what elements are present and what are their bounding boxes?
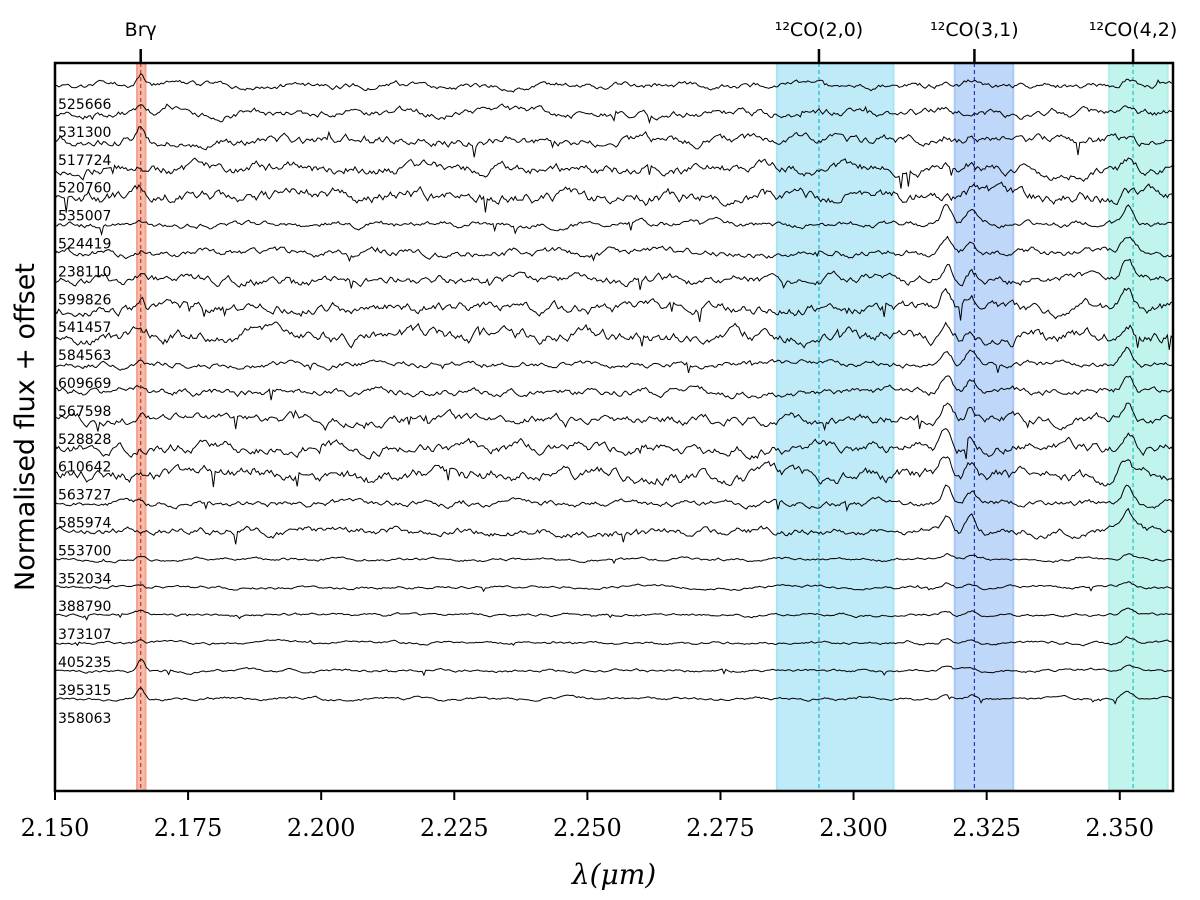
- y-axis-label: Normalised flux + offset: [10, 263, 41, 591]
- spectrum-528828: [54, 402, 1174, 432]
- spectrum-238110: [54, 235, 1174, 263]
- spectrum-358063: [54, 686, 1174, 705]
- x-tick-label-3: 2.225: [420, 814, 489, 842]
- star-label-405235: 405235: [58, 655, 111, 671]
- spectra-series: [54, 72, 1174, 705]
- spectrum-553700: [54, 507, 1174, 545]
- star-label-388790: 388790: [58, 599, 111, 615]
- x-axis-ticks: 2.150 2.175 2.200 2.225 2.250 2.275 2.300 2.325…: [21, 791, 1154, 842]
- star-label-517724: 517724: [58, 153, 112, 169]
- spectrum-610642: [54, 428, 1174, 461]
- spectral-line-centers: [140, 63, 1134, 791]
- spectrum-531300: [54, 103, 1174, 125]
- spectrum-567598: [54, 375, 1174, 401]
- star-label-599826: 599826: [58, 292, 112, 308]
- star-label-553700: 553700: [58, 543, 111, 559]
- x-tick-label-6: 2.300: [819, 814, 888, 842]
- line-label-0: Brγ: [125, 19, 157, 41]
- spectrum-352034: [54, 553, 1174, 565]
- x-tick-label-4: 2.250: [553, 814, 622, 842]
- star-label-567598: 567598: [58, 404, 111, 420]
- star-label-352034: 352034: [58, 571, 112, 587]
- x-tick-label-5: 2.275: [686, 814, 755, 842]
- star-label-531300: 531300: [58, 125, 111, 141]
- star-label-585974: 585974: [58, 516, 112, 532]
- spectrum-541457: [54, 287, 1174, 322]
- band-1: [776, 63, 894, 791]
- spectrum-599826: [54, 258, 1174, 291]
- spectrum-517724: [54, 126, 1174, 158]
- spectrum-524419: [54, 203, 1174, 237]
- star-label-524419: 524419: [58, 237, 111, 253]
- plot-frame: [53, 61, 1175, 793]
- star-label-609669: 609669: [58, 376, 111, 392]
- x-axis-label: λ(μm): [571, 858, 656, 891]
- star-label-373107: 373107: [58, 627, 111, 643]
- spectrum-405235: [54, 635, 1174, 647]
- spectrum-563727: [54, 456, 1174, 488]
- star-id-labels: 525666 531300 517724 520760 535007 524419 2381…: [58, 97, 112, 727]
- x-tick-label-0: 2.150: [21, 814, 90, 842]
- spectrum-373107: [54, 607, 1174, 621]
- spectrum-535007: [54, 181, 1174, 213]
- star-label-520760: 520760: [58, 181, 111, 197]
- star-label-584563: 584563: [58, 348, 111, 364]
- star-label-525666: 525666: [58, 97, 112, 113]
- star-label-238110: 238110: [58, 264, 111, 280]
- star-label-541457: 541457: [58, 320, 111, 336]
- x-tick-label-7: 2.325: [952, 814, 1021, 842]
- line-label-2: ¹²CO(3,1): [930, 19, 1019, 41]
- band-2: [954, 63, 1014, 791]
- line-label-3: ¹²CO(4,2): [1089, 19, 1178, 41]
- spectrum-520760: [54, 157, 1174, 189]
- x-tick-label-2: 2.200: [287, 814, 356, 842]
- spectrum-525666: [55, 72, 1174, 93]
- line-label-1: ¹²CO(2,0): [775, 19, 864, 41]
- star-label-528828: 528828: [58, 432, 111, 448]
- star-label-563727: 563727: [58, 488, 111, 504]
- star-label-610642: 610642: [58, 460, 111, 476]
- x-tick-label-8: 2.350: [1085, 814, 1154, 842]
- spectrum-388790: [54, 581, 1173, 593]
- spectrum-585974: [54, 484, 1174, 512]
- spectrum-609669: [54, 346, 1174, 374]
- star-label-358063: 358063: [58, 711, 111, 727]
- x-tick-label-1: 2.175: [154, 814, 223, 842]
- spectral-line-labels: Brγ ¹²CO(2,0) ¹²CO(3,1) ¹²CO(4,2): [125, 19, 1178, 63]
- spectrum-395315: [54, 658, 1174, 677]
- star-label-395315: 395315: [58, 683, 111, 699]
- star-label-535007: 535007: [58, 209, 111, 225]
- spectrum-584563: [54, 321, 1174, 350]
